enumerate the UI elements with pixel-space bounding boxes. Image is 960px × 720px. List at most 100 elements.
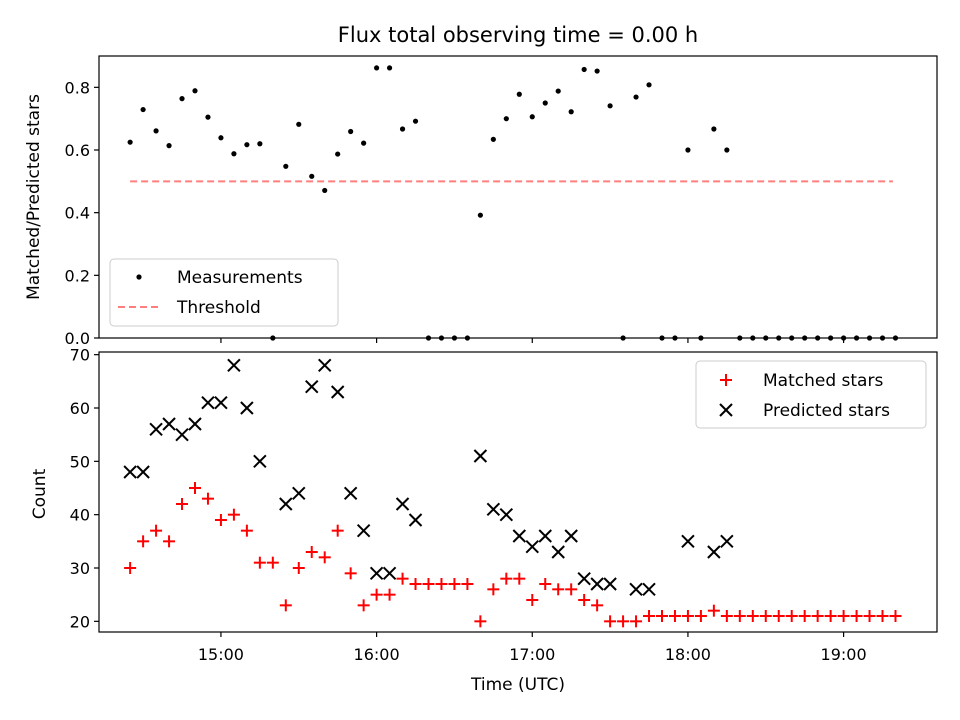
measurement-point xyxy=(711,126,717,132)
matched-stars-point xyxy=(565,583,578,596)
predicted-stars-point xyxy=(499,507,514,522)
matched-stars-point xyxy=(318,551,331,564)
matched-stars-point xyxy=(811,610,824,622)
count-panel: 20 30 40 50 60 70 15:00 16:00 17:00 18:00 19:00 C… xyxy=(30,346,938,695)
predicted-stars-point xyxy=(564,529,578,543)
x-axis-label: Time (UTC) xyxy=(470,675,565,695)
count-y-tick-label: 70 xyxy=(70,346,90,365)
predicted-stars-point xyxy=(318,358,332,373)
matched-stars-point xyxy=(604,615,617,628)
legend-measurements-marker xyxy=(136,274,142,280)
matched-stars-point xyxy=(759,610,772,622)
legend-matched-marker xyxy=(720,374,732,386)
ratio-y-tick-label: 0.0 xyxy=(65,329,90,348)
matched-stars-point xyxy=(137,535,150,548)
matched-stars-point xyxy=(448,578,461,590)
matched-stars-point xyxy=(617,615,630,628)
matched-stars-point xyxy=(876,610,889,622)
count-y-tick-label: 50 xyxy=(70,452,90,471)
count-y-axis-label: Count xyxy=(30,468,50,519)
matched-stars-point xyxy=(214,514,227,526)
matched-stars-point xyxy=(785,610,798,622)
matched-stars-point xyxy=(150,524,163,537)
measurement-point xyxy=(348,128,354,135)
matched-stars-point xyxy=(188,482,201,494)
matched-stars-point xyxy=(331,524,344,537)
predicted-stars-point xyxy=(538,529,552,543)
matched-stars-point xyxy=(461,578,474,590)
measurement-point xyxy=(153,128,159,134)
ratio-panel-frame xyxy=(98,55,938,339)
matched-stars-point xyxy=(513,572,526,585)
measurement-point xyxy=(218,135,224,141)
measurement-point xyxy=(594,68,600,74)
predicted-stars-point xyxy=(188,417,202,431)
ratio-y-tick-label: 0.2 xyxy=(65,266,90,285)
predicted-stars-point xyxy=(681,534,695,549)
measurement-point xyxy=(529,114,535,120)
matched-stars-point xyxy=(422,578,435,590)
measurement-point xyxy=(555,88,561,94)
ratio-y-tick-label: 0.6 xyxy=(65,141,90,160)
matched-stars-point xyxy=(733,610,746,622)
x-tick-label: 17:00 xyxy=(509,645,555,664)
measurement-point xyxy=(127,139,133,145)
matched-stars-point xyxy=(292,562,305,574)
measurement-point xyxy=(581,66,587,73)
matched-stars-point xyxy=(435,578,448,590)
matched-stars-point xyxy=(681,610,694,622)
predicted-stars-point xyxy=(214,395,228,410)
matched-stars-point xyxy=(539,578,552,590)
measurement-point xyxy=(244,142,250,148)
matched-stars-point xyxy=(396,572,409,585)
ratio-y-tick-label: 0.4 xyxy=(65,204,90,223)
x-tick-label: 15:00 xyxy=(198,645,244,664)
predicted-stars-point xyxy=(577,571,591,586)
predicted-stars-point xyxy=(162,417,176,431)
predicted-stars-point xyxy=(136,465,150,479)
measurement-point xyxy=(179,96,185,102)
matched-stars-point xyxy=(240,524,253,537)
measurement-point xyxy=(633,94,639,100)
predicted-stars-point xyxy=(486,502,501,517)
predicted-stars-point xyxy=(642,582,656,597)
matched-stars-point xyxy=(552,583,565,596)
measurement-point xyxy=(412,118,419,124)
ratio-legend: Measurements Threshold xyxy=(109,258,339,327)
matched-stars-point xyxy=(409,578,422,590)
predicted-stars-point xyxy=(253,454,267,469)
chart-title: Flux total observing time = 0.00 h xyxy=(338,23,698,47)
matched-stars-point xyxy=(163,535,176,548)
predicted-stars-point xyxy=(279,497,293,511)
x-tick-label: 16:00 xyxy=(354,645,400,664)
count-y-tick-label: 60 xyxy=(70,399,90,418)
predicted-stars-point xyxy=(707,545,721,559)
matched-stars-point xyxy=(707,604,720,617)
measurement-point xyxy=(724,147,730,153)
count-legend: Matched stars Predicted stars xyxy=(695,360,927,429)
predicted-stars-point xyxy=(408,513,423,527)
matched-stars-point xyxy=(383,588,396,601)
predicted-stars-point xyxy=(629,582,643,597)
matched-stars-point xyxy=(253,556,266,569)
count-panel-frame xyxy=(98,351,938,633)
matched-stars-point xyxy=(863,610,876,622)
predicted-stars-point xyxy=(343,486,358,501)
predicted-stars-point xyxy=(590,577,604,591)
legend-threshold-label: Threshold xyxy=(176,298,261,318)
ratio-panel: 0.00.20.40.60.8 Matched/Predicted stars … xyxy=(24,55,938,348)
predicted-stars-point xyxy=(175,427,189,442)
predicted-stars-point xyxy=(720,534,734,549)
matched-stars-point xyxy=(746,610,759,622)
measurement-point xyxy=(231,151,237,157)
predicted-stars-point xyxy=(603,577,617,591)
measurement-point xyxy=(361,140,367,146)
measurement-point xyxy=(374,65,380,71)
matched-stars-point xyxy=(227,508,240,521)
measurement-point xyxy=(283,163,289,169)
matched-stars-point xyxy=(357,599,370,612)
measurement-point xyxy=(205,114,211,120)
legend-matched-label: Matched stars xyxy=(763,371,883,391)
measurement-point xyxy=(386,65,393,71)
